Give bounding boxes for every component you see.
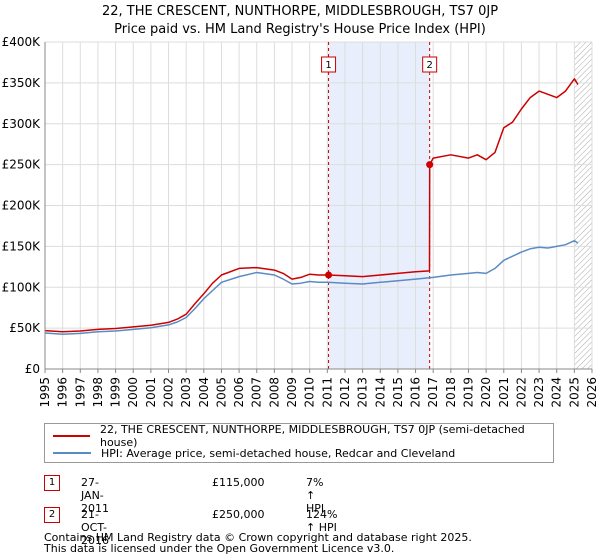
sale-number-badge: 2 (44, 507, 60, 523)
x-tick-label: 2026 (585, 377, 599, 408)
sale-point-1 (325, 271, 333, 279)
legend-label-property: 22, THE CRESCENT, NUNTHORPE, MIDDLESBROU… (99, 423, 525, 449)
legend-item-property: 22, THE CRESCENT, NUNTHORPE, MIDDLESBROU… (53, 423, 553, 449)
x-tick-label: 2021 (497, 377, 511, 408)
y-tick-label: £300K (2, 117, 42, 131)
x-tick-label: 1997 (73, 377, 87, 408)
price-chart: 1 2 £0 £50K £100K £150K £200K £250K £300K £350K £… (2, 35, 599, 408)
sale-point-2 (426, 161, 434, 169)
x-tick-label: 2013 (356, 377, 370, 408)
x-tick-label: 2010 (303, 377, 317, 408)
x-tick-label: 1998 (91, 377, 105, 408)
x-tick-label: 2000 (126, 377, 140, 408)
x-tick-label: 2017 (426, 377, 440, 408)
x-tick-label: 2001 (144, 377, 158, 408)
sale-hpi-change: 124% ↑ HPI (306, 508, 338, 534)
y-tick-label: £200K (2, 199, 42, 213)
series-line-hpi (44, 239, 579, 336)
sale-price: £115,000 (212, 476, 265, 489)
x-tick-label: 2005 (214, 377, 228, 408)
sale-price: £250,000 (212, 508, 265, 521)
marker-label-1: 1 (325, 60, 331, 71)
x-tick-label: 1996 (56, 377, 70, 408)
x-tick-label: 2006 (232, 377, 246, 408)
x-tick-label: 2016 (409, 377, 423, 408)
legend-label-hpi: HPI: Average price, semi-detached house,… (101, 446, 456, 460)
x-tick-label: 2023 (532, 377, 546, 408)
y-tick-label: £250K (2, 158, 42, 172)
y-tick-label: £150K (2, 239, 42, 253)
x-tick-label: 2022 (514, 377, 528, 408)
legend-swatch-property (53, 435, 90, 437)
y-tick-label: £0 (25, 362, 40, 376)
footer-attribution: Contains HM Land Registry data © Crown c… (44, 532, 584, 554)
y-tick-label: £400K (2, 35, 42, 49)
x-tick-label: 2024 (550, 377, 564, 408)
x-tick-label: 1999 (109, 377, 123, 408)
marker-label-box-2 (422, 56, 438, 73)
x-tick-label: 2015 (391, 377, 405, 408)
chart-title: 22, THE CRESCENT, NUNTHORPE, MIDDLESBROU… (101, 4, 499, 19)
marker-label-2: 2 (426, 60, 432, 71)
x-tick-label: 2012 (338, 377, 352, 408)
sale-date: 27-JAN-2011 (81, 476, 109, 515)
x-tick-label: 2009 (285, 377, 299, 408)
x-tick-label: 2020 (479, 377, 493, 408)
y-tick-label: £50K (9, 321, 41, 335)
x-tick-label: 2018 (444, 377, 458, 408)
x-tick-label: 2011 (320, 377, 334, 408)
marker-label-box-1 (321, 56, 337, 73)
x-tick-label: 2014 (373, 377, 387, 408)
y-tick-label: £350K (2, 76, 42, 90)
footer-line-1: Contains HM Land Registry data © Crown c… (44, 531, 472, 544)
x-tick-label: 2002 (162, 377, 176, 408)
series-line-property (44, 78, 579, 333)
x-tick-label: 2019 (461, 377, 475, 408)
sale-number-badge: 1 (44, 475, 60, 491)
sale-hpi-change: 7% ↑ HPI (306, 476, 325, 515)
chart-subtitle: Price paid vs. HM Land Registry's House … (114, 22, 486, 37)
sale-date: 21-OCT-2016 (81, 508, 109, 547)
y-tick-label: £100K (2, 280, 42, 294)
footer-line-2: This data is licensed under the Open Gov… (44, 542, 395, 555)
x-tick-label: 2008 (267, 377, 281, 408)
x-tick-label: 1995 (38, 377, 52, 408)
legend-swatch-hpi (53, 452, 91, 454)
legend: 22, THE CRESCENT, NUNTHORPE, MIDDLESBROU… (44, 423, 554, 463)
x-tick-label: 2025 (567, 377, 581, 408)
x-tick-label: 2003 (179, 377, 193, 408)
legend-item-hpi: HPI: Average price, semi-detached house,… (53, 445, 455, 461)
x-tick-label: 2004 (197, 377, 211, 408)
x-tick-label: 2007 (250, 377, 264, 408)
